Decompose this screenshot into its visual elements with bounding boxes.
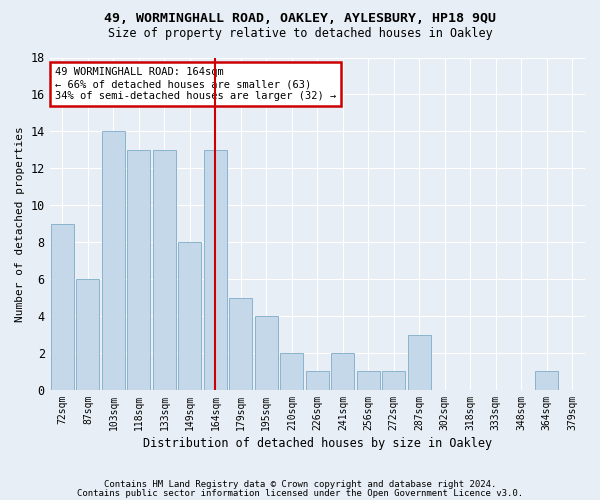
- Bar: [280, 353, 304, 390]
- Bar: [127, 150, 151, 390]
- Bar: [76, 279, 100, 390]
- Bar: [408, 334, 431, 390]
- Bar: [51, 224, 74, 390]
- Text: Size of property relative to detached houses in Oakley: Size of property relative to detached ho…: [107, 26, 493, 40]
- Y-axis label: Number of detached properties: Number of detached properties: [15, 126, 25, 322]
- Bar: [204, 150, 227, 390]
- Bar: [229, 298, 253, 390]
- Bar: [255, 316, 278, 390]
- Bar: [153, 150, 176, 390]
- Text: Contains HM Land Registry data © Crown copyright and database right 2024.: Contains HM Land Registry data © Crown c…: [104, 480, 496, 489]
- Text: 49 WORMINGHALL ROAD: 164sqm
← 66% of detached houses are smaller (63)
34% of sem: 49 WORMINGHALL ROAD: 164sqm ← 66% of det…: [55, 68, 336, 100]
- Bar: [306, 372, 329, 390]
- Bar: [535, 372, 558, 390]
- Bar: [331, 353, 354, 390]
- Bar: [382, 372, 405, 390]
- Bar: [357, 372, 380, 390]
- X-axis label: Distribution of detached houses by size in Oakley: Distribution of detached houses by size …: [143, 437, 492, 450]
- Bar: [102, 132, 125, 390]
- Text: Contains public sector information licensed under the Open Government Licence v3: Contains public sector information licen…: [77, 488, 523, 498]
- Text: 49, WORMINGHALL ROAD, OAKLEY, AYLESBURY, HP18 9QU: 49, WORMINGHALL ROAD, OAKLEY, AYLESBURY,…: [104, 12, 496, 26]
- Bar: [178, 242, 202, 390]
